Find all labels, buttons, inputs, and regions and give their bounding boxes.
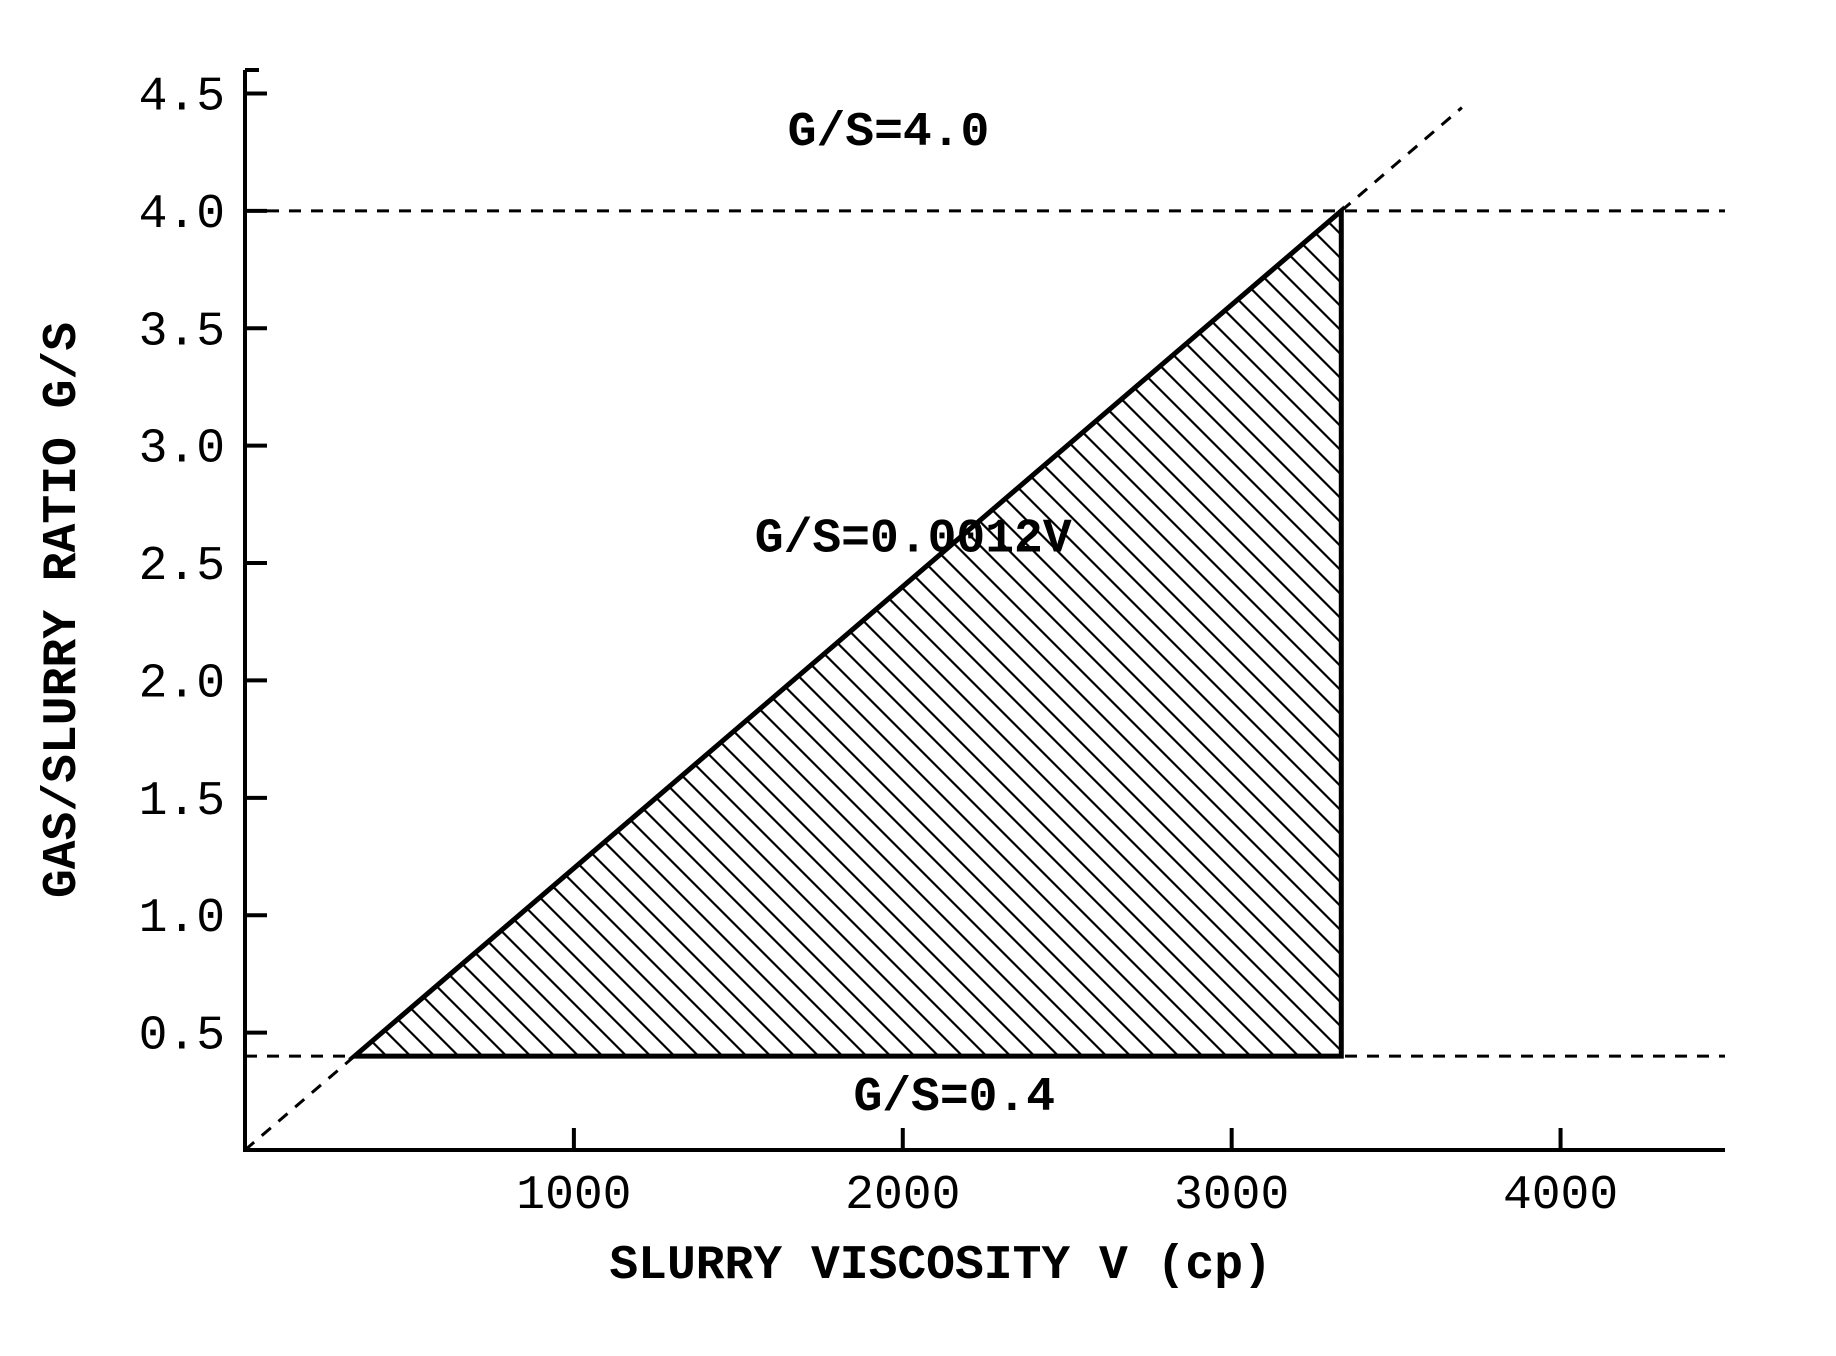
feasible-region-outline xyxy=(355,211,1342,1056)
x-axis-label: SLURRY VISCOSITY V (cp) xyxy=(609,1239,1272,1293)
y-tick-label: 2.0 xyxy=(139,657,225,711)
annotation: G/S=0.4 xyxy=(853,1071,1055,1125)
hatched-region xyxy=(305,0,1392,1356)
chart-container: 1000 2000 3000 4000 SLURRY VISCOSITY V (cp) 0… xyxy=(0,0,1836,1356)
x-tick-label: 1000 xyxy=(516,1169,631,1223)
y-tick-label: 3.0 xyxy=(139,423,225,477)
y-tick-label: 4.0 xyxy=(139,188,225,242)
annotation: G/S=0.0012V xyxy=(755,512,1072,566)
chart-svg: 1000 2000 3000 4000 SLURRY VISCOSITY V (cp) 0… xyxy=(0,0,1836,1356)
x-tick-label: 4000 xyxy=(1503,1169,1618,1223)
y-tick-label: 1.5 xyxy=(139,775,225,829)
annotation: G/S=4.0 xyxy=(788,106,990,160)
y-tick-label: 3.5 xyxy=(139,305,225,359)
axes xyxy=(245,70,1725,1150)
diagonal-line-lower-dash xyxy=(245,1056,355,1150)
y-tick-label: 0.5 xyxy=(139,1010,225,1064)
y-tick-label: 4.5 xyxy=(139,70,225,124)
x-tick-label: 3000 xyxy=(1174,1169,1289,1223)
x-tick-label: 2000 xyxy=(845,1169,960,1223)
y-tick-label: 1.0 xyxy=(139,892,225,946)
y-axis-label: GAS/SLURRY RATIO G/S xyxy=(36,322,90,898)
diagonal-line-upper-dash xyxy=(1341,108,1462,211)
y-tick-label: 2.5 xyxy=(139,540,225,594)
